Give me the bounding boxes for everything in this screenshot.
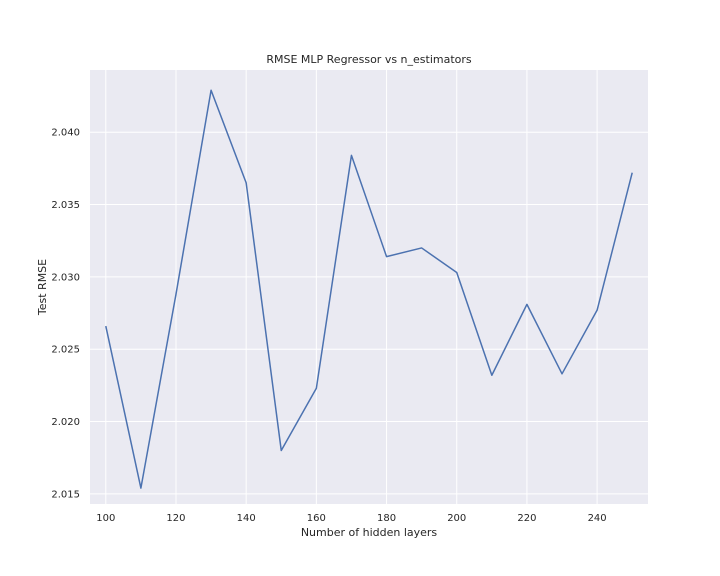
chart-title: RMSE MLP Regressor vs n_estimators <box>266 53 472 66</box>
x-tick-label: 140 <box>237 513 256 524</box>
x-tick-labels: 100 120 140 160 180 200 220 240 <box>96 513 606 524</box>
y-axis-label: Test RMSE <box>36 259 49 316</box>
y-tick-label: 2.040 <box>51 128 80 139</box>
plot-area <box>90 70 648 504</box>
x-tick-label: 120 <box>166 513 185 524</box>
x-tick-label: 200 <box>447 513 466 524</box>
x-gridlines <box>105 70 598 504</box>
y-tick-labels: 2.015 2.020 2.025 2.030 2.035 2.040 <box>51 128 80 501</box>
y-tick-label: 2.035 <box>51 200 80 211</box>
y-tick-label: 2.015 <box>51 489 80 500</box>
y-tick-label: 2.030 <box>51 272 80 283</box>
x-tick-label: 100 <box>96 513 115 524</box>
series-line <box>105 89 633 489</box>
y-tick-label: 2.025 <box>51 345 80 356</box>
x-tick-label: 180 <box>377 513 396 524</box>
series-layer <box>105 89 633 489</box>
x-tick-label: 240 <box>588 513 607 524</box>
y-tick-label: 2.020 <box>51 417 80 428</box>
x-tick-label: 160 <box>307 513 326 524</box>
x-tick-label: 220 <box>517 513 536 524</box>
x-axis-label: Number of hidden layers <box>301 526 438 539</box>
